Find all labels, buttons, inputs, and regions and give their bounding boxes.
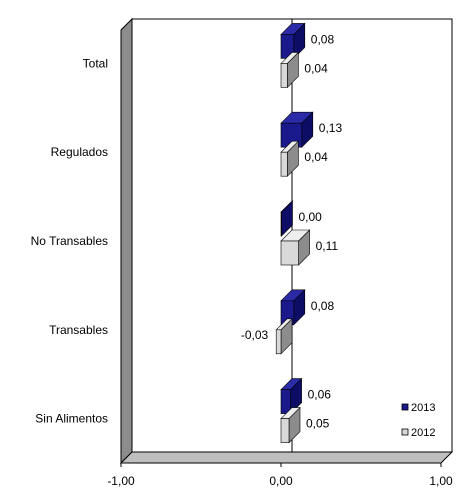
- bar-2013: [280, 22, 306, 60]
- data-label-2012: 0,05: [306, 417, 330, 431]
- bar-2012-front: [280, 63, 288, 88]
- bar-2013: [280, 111, 314, 148]
- bar-2013: [280, 377, 303, 415]
- bar-2013: [280, 200, 294, 237]
- bar-2013-front: [280, 389, 291, 414]
- x-tick-label: 0,00: [269, 474, 293, 488]
- legend-swatch-2013: [401, 403, 409, 411]
- data-label-2012: 0,11: [316, 239, 339, 253]
- bars: [275, 22, 314, 444]
- bar-2013: [280, 289, 306, 326]
- bar-2012-front: [280, 240, 299, 266]
- data-label-2012: 0,04: [304, 150, 328, 164]
- bar-2012: [280, 140, 300, 177]
- data-label-2013: 0,06: [308, 388, 332, 402]
- bar-2012: [280, 229, 311, 266]
- bar-2012-front: [275, 329, 282, 355]
- category-label: Transables: [49, 323, 108, 337]
- bar-2012: [280, 51, 300, 89]
- bar-2012-front: [280, 151, 288, 177]
- data-label-2012: 0,04: [304, 61, 328, 75]
- bar-2012: [275, 318, 293, 355]
- data-label-2013: 0,00: [299, 210, 323, 224]
- x-tick-label: 1,00: [429, 474, 453, 488]
- category-label: No Transables: [31, 234, 108, 248]
- bar-2013-front: [280, 211, 282, 237]
- legend-label-2013: 2013: [411, 402, 435, 414]
- bar-2012: [280, 406, 301, 444]
- data-label-2012: -0,03: [241, 328, 269, 342]
- x-tick-label: -1,00: [107, 474, 135, 488]
- data-label-2013: 0,13: [319, 121, 343, 135]
- category-label: Total: [83, 56, 108, 70]
- plot-floor: [119, 451, 454, 464]
- plot-frame: -1,00 0,00 1,00: [107, 17, 454, 488]
- bar-2012-front: [280, 418, 290, 443]
- legend-swatch-2012: [401, 428, 409, 436]
- category-label: Regulados: [51, 145, 108, 159]
- labels: Total 0,08 0,04 Regulados 0,13 0,04 No Transab…: [31, 32, 343, 430]
- category-label: Sin Alimentos: [35, 412, 108, 426]
- data-label-2013: 0,08: [311, 32, 335, 46]
- legend: 2013 2012: [401, 402, 435, 439]
- plot-left-wall: [120, 17, 133, 465]
- data-label-2013: 0,08: [311, 299, 335, 313]
- legend-label-2012: 2012: [411, 427, 435, 439]
